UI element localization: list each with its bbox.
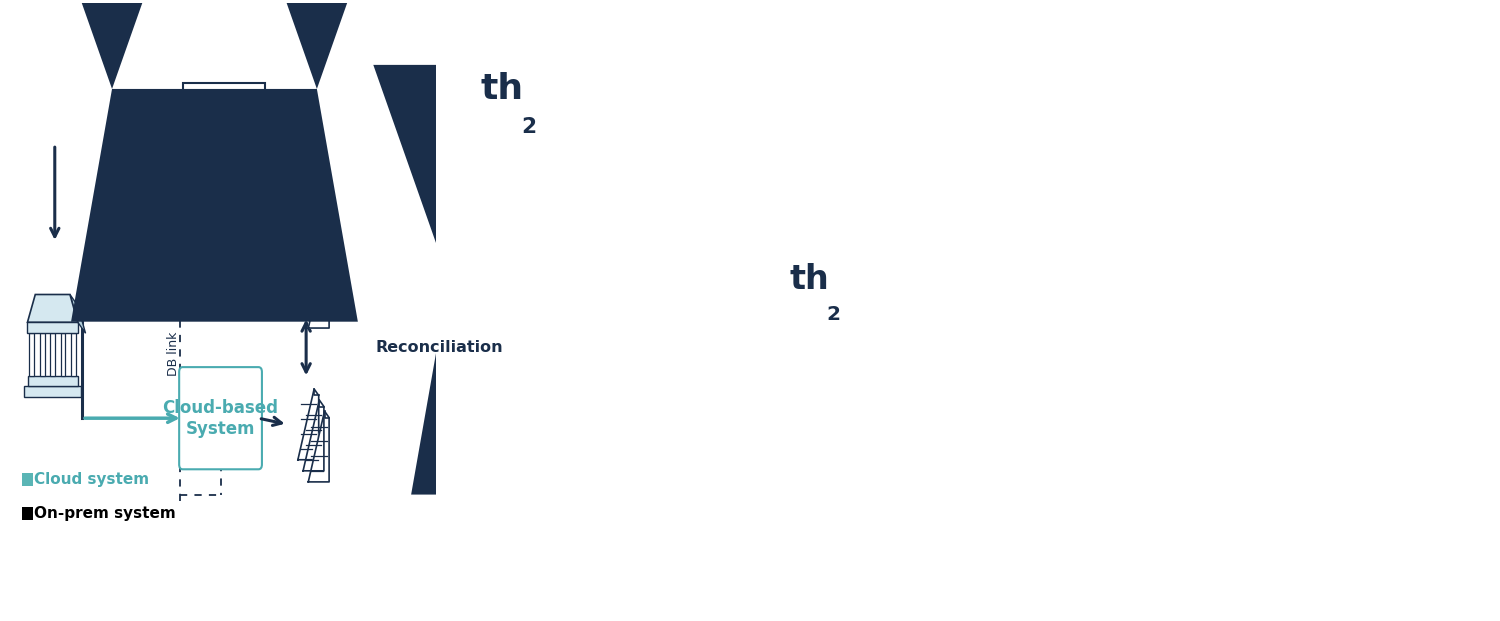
Polygon shape (309, 411, 328, 482)
Text: Reconciliation: Reconciliation (375, 340, 502, 355)
FancyBboxPatch shape (24, 386, 81, 397)
Polygon shape (27, 294, 78, 322)
FancyBboxPatch shape (178, 367, 262, 469)
FancyBboxPatch shape (27, 376, 78, 386)
Polygon shape (411, 279, 676, 494)
Polygon shape (70, 89, 358, 322)
Text: Cloud system: Cloud system (34, 472, 150, 487)
Text: Legacy System: Legacy System (150, 265, 291, 283)
FancyBboxPatch shape (178, 232, 262, 315)
Polygon shape (303, 246, 324, 317)
Polygon shape (374, 65, 525, 279)
Text: th: th (789, 263, 830, 296)
FancyBboxPatch shape (30, 333, 34, 376)
Text: DB link: DB link (183, 192, 228, 205)
Polygon shape (236, 0, 399, 89)
Text: Cloud-based
System: Cloud-based System (162, 399, 279, 438)
FancyBboxPatch shape (22, 507, 33, 520)
Text: DB link: DB link (166, 332, 180, 376)
FancyBboxPatch shape (40, 333, 45, 376)
Text: On-prem system: On-prem system (34, 505, 176, 521)
Text: th: th (482, 72, 524, 106)
FancyBboxPatch shape (50, 333, 55, 376)
Polygon shape (303, 400, 324, 471)
Text: 2: 2 (520, 117, 536, 137)
FancyBboxPatch shape (136, 247, 177, 306)
FancyBboxPatch shape (22, 473, 33, 486)
FancyBboxPatch shape (27, 322, 78, 333)
FancyBboxPatch shape (146, 261, 168, 292)
FancyBboxPatch shape (70, 333, 76, 376)
FancyBboxPatch shape (183, 83, 266, 156)
Polygon shape (298, 389, 318, 460)
FancyBboxPatch shape (60, 333, 66, 376)
Text: 2: 2 (827, 306, 840, 324)
Polygon shape (562, 65, 714, 279)
Text: Internal systems: Internal systems (158, 112, 291, 127)
Polygon shape (30, 0, 194, 89)
Polygon shape (70, 294, 86, 333)
Polygon shape (298, 235, 318, 306)
Polygon shape (309, 257, 328, 328)
